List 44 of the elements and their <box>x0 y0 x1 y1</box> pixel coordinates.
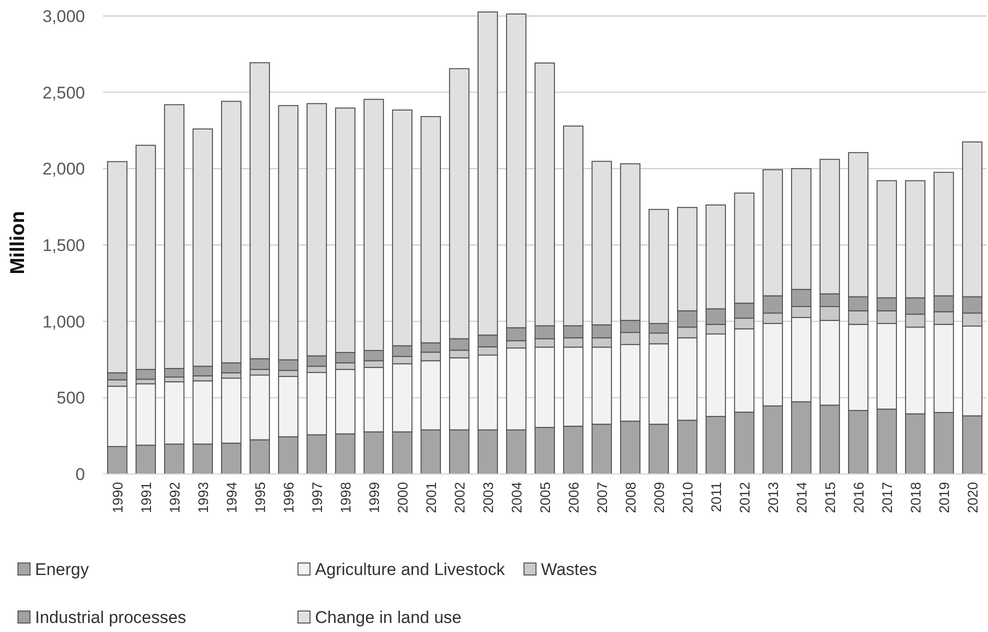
x-tick-label: 2002 <box>451 482 468 514</box>
y-tick-label: 500 <box>56 388 85 408</box>
x-tick-label: 2006 <box>565 482 582 514</box>
y-tick-label: 1,500 <box>42 236 85 255</box>
x-tick-label: 2003 <box>480 482 496 514</box>
x-tick-label: 1997 <box>308 482 325 514</box>
x-tick-label: 2014 <box>793 482 810 514</box>
y-tick-label: 2,500 <box>42 83 85 102</box>
y-tick-label: 2,000 <box>42 160 85 179</box>
x-tick-label: 2001 <box>422 482 439 514</box>
x-tick-label: 2010 <box>679 482 696 514</box>
x-tick-label: 2005 <box>536 482 553 514</box>
x-tick-label: 2015 <box>822 482 838 514</box>
x-tick-label: 1998 <box>337 482 354 514</box>
x-tick-label: 1993 <box>194 482 211 514</box>
x-tick-label: 2000 <box>394 482 410 514</box>
y-tick-label: 3,000 <box>42 6 85 26</box>
x-tick-label: 2019 <box>936 482 952 514</box>
x-tick-label: 2008 <box>622 482 638 514</box>
x-tick-label: 2016 <box>850 482 866 514</box>
x-tick-label: 2009 <box>650 482 667 514</box>
x-tick-label: 2007 <box>594 482 610 514</box>
x-tick-label: 2013 <box>764 482 781 514</box>
x-tick-label: 2012 <box>736 482 752 514</box>
x-tick-label: 1995 <box>252 482 268 514</box>
x-tick-label: 1999 <box>366 482 382 514</box>
x-tick-label: 2004 <box>508 482 524 514</box>
y-axis-title: Million <box>7 211 29 274</box>
x-tick-label: 2017 <box>878 482 895 514</box>
legend-label: Energy <box>35 560 90 579</box>
y-tick-label: 1,000 <box>42 312 85 332</box>
x-tick-label: 2020 <box>964 482 980 514</box>
x-tick-label: 1990 <box>109 482 126 514</box>
x-tick-label: 1996 <box>280 482 296 514</box>
x-tick-label: 2018 <box>907 482 924 514</box>
y-tick-label: 0 <box>76 465 85 484</box>
legend-label: Wastes <box>541 560 598 579</box>
x-tick-label: 2011 <box>708 482 724 512</box>
legend-label: Industrial processes <box>35 608 186 627</box>
x-tick-label: 1991 <box>138 482 154 514</box>
x-tick-label: 1992 <box>166 482 182 514</box>
legend-label: Agriculture and Livestock <box>315 560 506 579</box>
x-tick-label: 1994 <box>223 482 240 514</box>
legend-label: Change in land use <box>315 608 462 627</box>
